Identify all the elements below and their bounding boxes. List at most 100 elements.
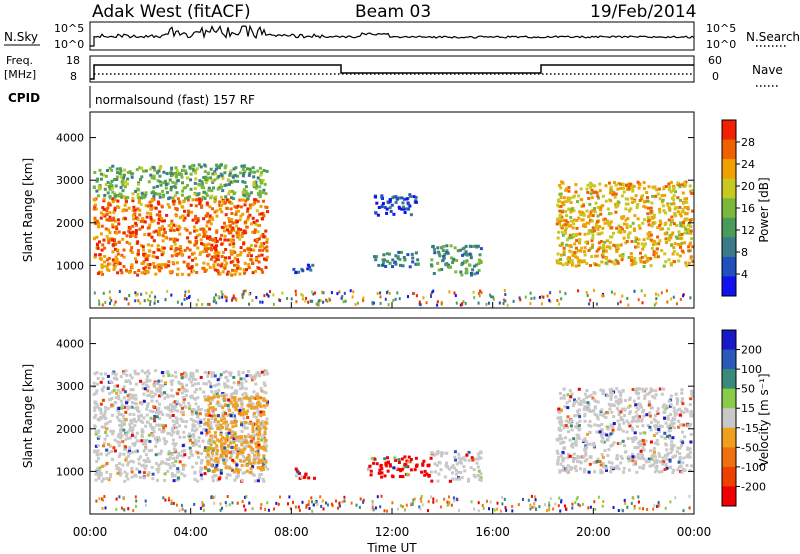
data-cell xyxy=(529,291,532,295)
data-cell xyxy=(687,245,691,249)
data-cell xyxy=(98,240,101,244)
data-cell xyxy=(597,495,600,499)
data-cell xyxy=(608,246,612,250)
data-cell xyxy=(628,424,632,428)
data-cell xyxy=(662,403,666,407)
data-cell xyxy=(672,186,676,190)
data-cell xyxy=(440,505,442,509)
data-cell xyxy=(630,263,634,267)
data-cell xyxy=(210,194,214,198)
data-cell xyxy=(379,301,382,305)
data-cell xyxy=(258,460,261,464)
data-cell xyxy=(179,404,183,408)
data-cell xyxy=(139,301,142,305)
data-cell xyxy=(103,425,107,429)
data-cell xyxy=(327,503,329,507)
data-cell xyxy=(672,198,676,202)
data-cell xyxy=(155,411,159,415)
data-cell xyxy=(614,210,618,214)
data-cell xyxy=(239,400,243,404)
data-cell xyxy=(217,427,221,431)
data-cell xyxy=(319,299,322,303)
data-cell xyxy=(396,255,400,259)
data-cell xyxy=(592,262,596,265)
data-cell xyxy=(228,256,231,260)
data-cell xyxy=(155,192,159,196)
colorbar-segment xyxy=(722,120,736,141)
data-cell xyxy=(243,203,247,207)
data-cell xyxy=(254,184,258,188)
data-cell xyxy=(621,182,625,186)
data-cell xyxy=(459,461,463,465)
data-cell xyxy=(255,257,259,261)
data-cell xyxy=(239,214,243,218)
data-cell xyxy=(232,414,236,418)
data-cell xyxy=(579,187,583,191)
data-cell xyxy=(627,455,631,459)
data-cell xyxy=(175,402,179,406)
data-cell xyxy=(384,265,388,268)
data-cell xyxy=(249,374,253,378)
data-cell xyxy=(231,238,235,242)
data-cell xyxy=(642,244,646,248)
data-cell xyxy=(634,459,638,463)
data-cell xyxy=(128,392,132,396)
data-cell xyxy=(152,250,156,254)
data-cell xyxy=(159,449,163,453)
data-cell xyxy=(578,467,582,471)
data-cell xyxy=(209,167,213,171)
data-cell xyxy=(635,206,639,210)
data-cell xyxy=(259,410,263,414)
data-cell xyxy=(251,230,255,234)
data-cell xyxy=(120,271,124,275)
data-cell xyxy=(146,457,150,461)
data-cell xyxy=(144,191,148,195)
data-cell xyxy=(636,407,640,411)
data-cell xyxy=(216,254,220,258)
data-cell xyxy=(626,202,630,206)
data-cell xyxy=(616,442,620,445)
data-cell xyxy=(248,213,252,217)
data-cell xyxy=(204,421,208,425)
data-cell xyxy=(216,438,220,442)
data-cell xyxy=(199,165,203,169)
data-cell xyxy=(572,460,575,464)
data-cell xyxy=(601,294,604,298)
data-cell xyxy=(105,234,109,238)
data-cell xyxy=(309,299,312,303)
data-cell xyxy=(192,225,196,229)
data-cell xyxy=(126,477,130,481)
data-cell xyxy=(229,260,233,264)
data-cell xyxy=(616,400,620,404)
data-cell xyxy=(230,218,234,221)
data-cell xyxy=(689,414,693,418)
data-cell xyxy=(576,436,580,440)
data-cell xyxy=(631,440,635,444)
data-cell xyxy=(188,434,192,438)
data-cell xyxy=(189,417,193,421)
data-cell xyxy=(533,502,536,506)
data-cell xyxy=(247,215,250,219)
data-cell xyxy=(144,424,148,428)
data-cell xyxy=(636,417,640,421)
data-cell xyxy=(108,398,112,402)
data-cell xyxy=(591,214,595,217)
data-cell xyxy=(578,460,582,464)
data-cell xyxy=(179,410,183,414)
data-cell xyxy=(602,218,606,222)
data-cell xyxy=(569,466,573,469)
data-cell xyxy=(584,240,588,244)
data-cell xyxy=(151,254,155,258)
data-cell xyxy=(193,217,197,221)
data-cell xyxy=(229,454,233,458)
data-cell xyxy=(642,442,646,446)
data-cell xyxy=(558,302,561,306)
data-cell xyxy=(578,258,582,262)
data-cell xyxy=(236,453,240,457)
data-cell xyxy=(273,507,276,511)
data-cell xyxy=(141,219,145,223)
data-cell xyxy=(104,506,107,510)
data-cell xyxy=(580,210,584,214)
data-cell xyxy=(101,303,104,307)
data-cell xyxy=(596,194,600,198)
